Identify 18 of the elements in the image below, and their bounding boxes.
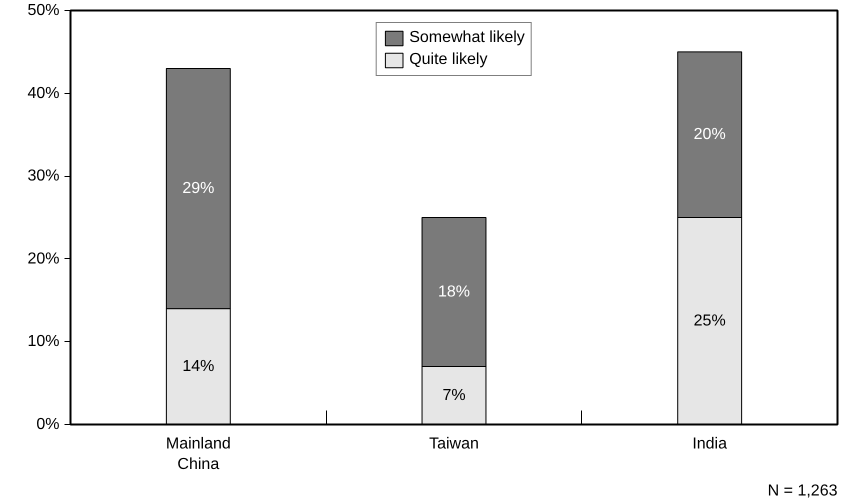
y-tick-label: 20% (27, 250, 60, 268)
y-tick-label: 10% (27, 333, 60, 350)
y-tick-label: 50% (27, 2, 60, 19)
data-label: 20% (694, 126, 726, 144)
x-tick-label: Mainland China (166, 436, 231, 473)
x-tick-label: Taiwan (429, 436, 479, 452)
legend-label: Quite likely (409, 51, 488, 69)
x-tick-label: India (692, 436, 728, 452)
legend-label: Somewhat likely (409, 29, 525, 47)
data-label: 14% (182, 358, 214, 376)
y-tick-label: 0% (36, 416, 60, 433)
data-label: 29% (182, 180, 214, 198)
data-label: 25% (694, 312, 726, 330)
data-label: 18% (438, 284, 470, 301)
text: N = 1,263 (768, 482, 838, 500)
y-tick-label: 40% (27, 84, 60, 102)
y-tick-label: 30% (27, 168, 60, 185)
data-label: 7% (442, 387, 466, 404)
